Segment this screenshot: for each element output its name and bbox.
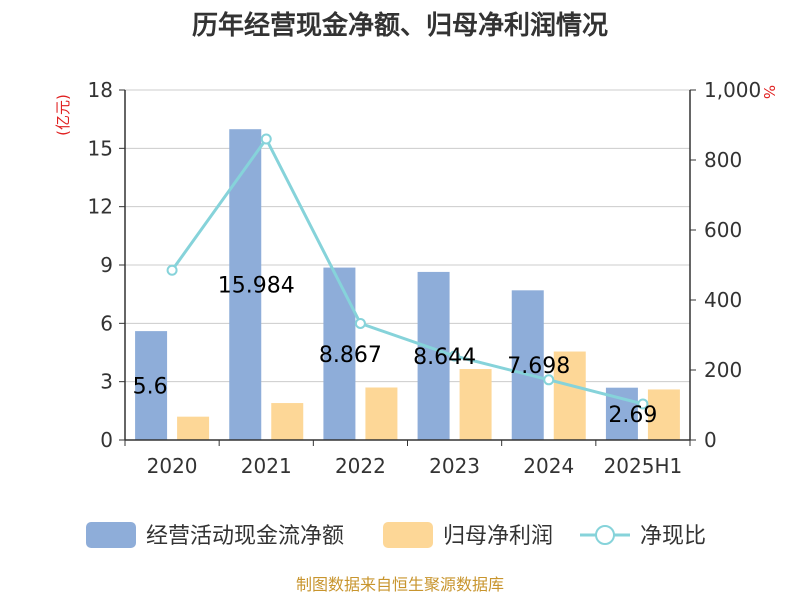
- legend-label: 经营活动现金流净额: [146, 524, 344, 549]
- legend-marker: [595, 525, 615, 545]
- x-tick-label: 2022: [335, 454, 386, 478]
- data-labels: 5.6 15.984 8.867 8.644 7.698 2.69: [133, 274, 658, 428]
- cashflow-bar: [417, 271, 450, 440]
- legend: 经营活动现金流净额 归母净利润 净现比: [86, 522, 706, 549]
- ratio-line: [166, 133, 649, 410]
- x-tick-label: 2023: [429, 454, 480, 478]
- ratio-point: [354, 317, 366, 329]
- cashflow-data-label: 8.644: [413, 345, 476, 370]
- x-tick-label: 2025H1: [604, 454, 683, 478]
- ratio-line-path: [170, 136, 644, 406]
- net-profit-bar: [459, 369, 492, 440]
- left-axis-unit: (亿元): [54, 94, 72, 136]
- cashflow-bar: [135, 331, 168, 440]
- cashflow-bar: [511, 290, 544, 440]
- legend-swatch: [383, 522, 433, 548]
- ratio-point: [166, 264, 178, 276]
- left-tick-label: 15: [88, 136, 113, 160]
- left-tick-label: 12: [88, 195, 113, 219]
- right-axis-unit: %: [760, 85, 778, 99]
- x-tick-label: 2024: [523, 454, 574, 478]
- left-tick-label: 3: [100, 370, 113, 394]
- ratio-point: [449, 350, 461, 362]
- legend-label: 净现比: [640, 524, 706, 549]
- net-profit-bar: [365, 387, 398, 440]
- cashflow-data-label: 15.984: [218, 274, 295, 299]
- net-profit-bar: [271, 403, 304, 440]
- ratio-point: [543, 374, 555, 386]
- right-tick-label: 200: [704, 358, 742, 382]
- bars: [135, 129, 680, 440]
- cashflow-bar: [323, 267, 356, 440]
- right-tick-label: 600: [704, 218, 742, 242]
- left-tick-label: 18: [88, 78, 113, 102]
- right-tick-label: 400: [704, 288, 742, 312]
- chart-title: 历年经营现金净额、归母净利润情况: [192, 10, 608, 41]
- left-tick-label: 9: [100, 253, 113, 277]
- x-tick-label: 2021: [241, 454, 292, 478]
- cashflow-data-label: 7.698: [507, 354, 570, 379]
- gridlines: [125, 89, 690, 383]
- right-tick-label: 1,000: [704, 78, 761, 102]
- net-profit-bar: [177, 416, 210, 440]
- axes: 0 3 6 9 12 15 18 0 200 400 600 800 1,000 2020 2021 2022…: [88, 78, 762, 478]
- left-tick-label: 0: [100, 428, 113, 452]
- right-tick-label: 800: [704, 148, 742, 172]
- cashflow-data-label: 8.867: [319, 343, 382, 368]
- left-tick-label: 6: [100, 311, 113, 335]
- net-profit-bar: [553, 351, 586, 440]
- cashflow-data-label: 2.69: [608, 403, 657, 428]
- ratio-point: [637, 398, 649, 410]
- net-profit-bar: [647, 389, 680, 440]
- legend-swatch: [86, 522, 136, 548]
- source-note: 制图数据来自恒生聚源数据库: [296, 575, 504, 594]
- cashflow-data-label: 5.6: [133, 375, 168, 400]
- x-tick-label: 2020: [147, 454, 198, 478]
- ratio-point: [260, 133, 272, 145]
- legend-label: 归母净利润: [443, 524, 553, 549]
- right-tick-label: 0: [704, 428, 717, 452]
